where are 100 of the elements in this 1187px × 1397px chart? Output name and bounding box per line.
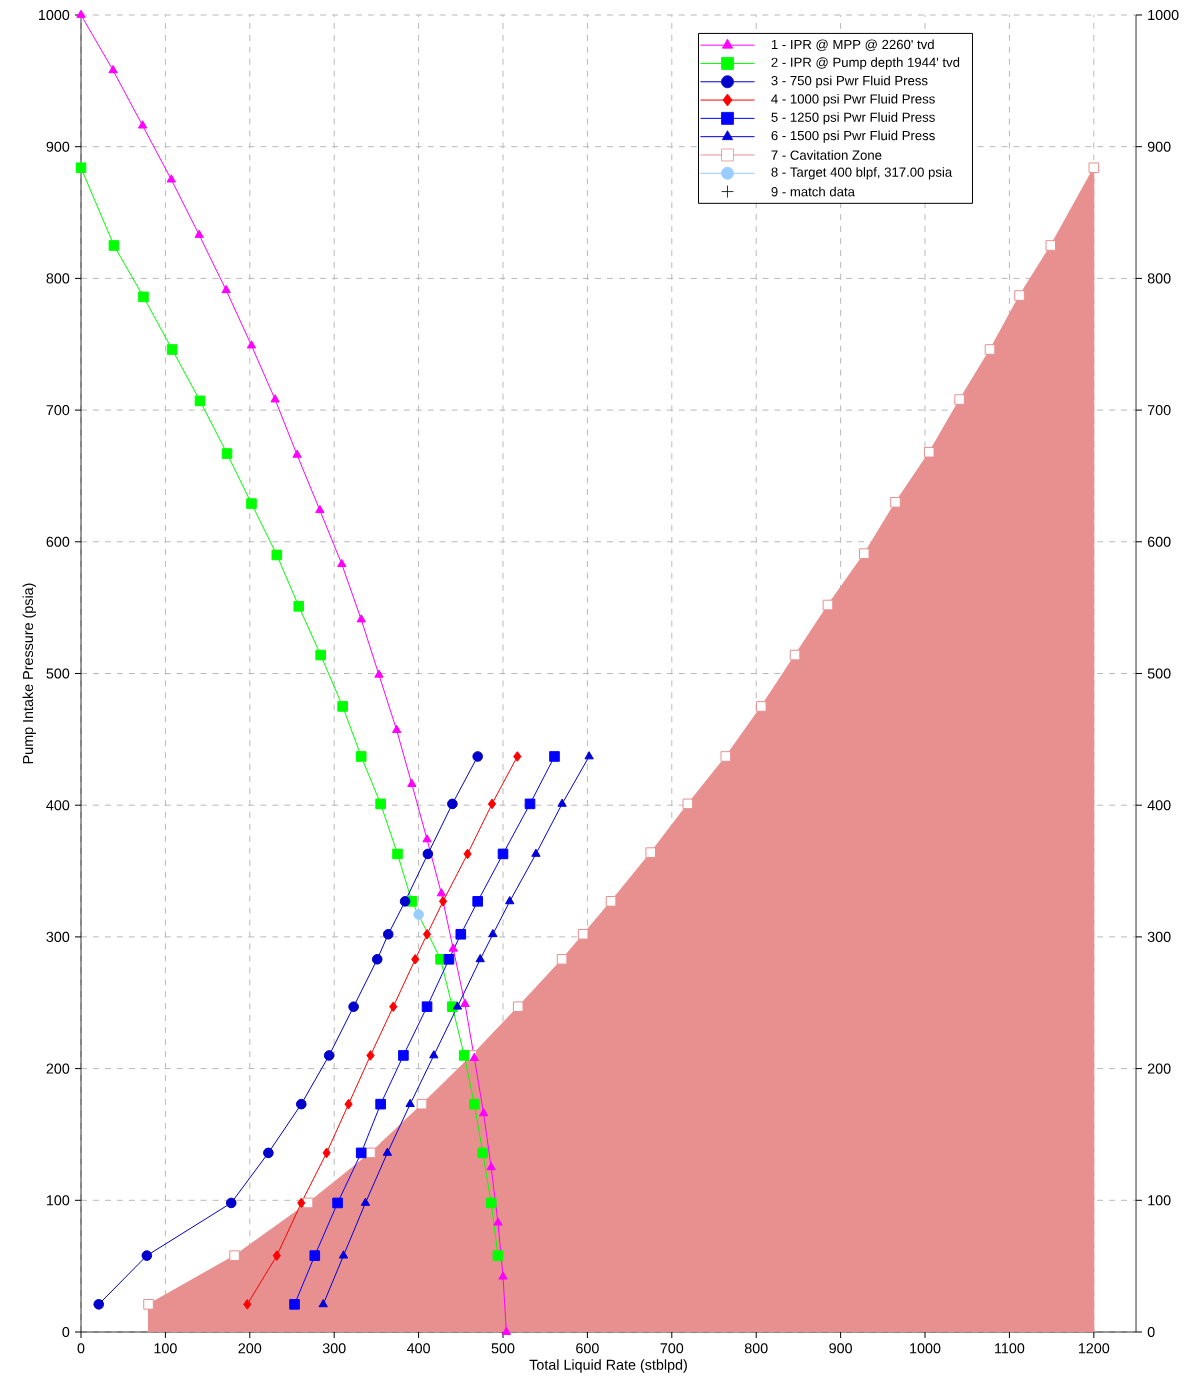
point: [143, 1299, 154, 1310]
point: [272, 1250, 281, 1261]
point: [405, 1098, 415, 1108]
point: [557, 798, 567, 807]
point: [469, 1098, 480, 1110]
point: [429, 1050, 439, 1059]
point: [720, 751, 732, 762]
point: [421, 1001, 433, 1012]
point: [923, 446, 935, 458]
point: [392, 848, 403, 860]
point: [486, 1162, 496, 1171]
point: [501, 1326, 512, 1335]
legend-label: 8 - Target 400 blpf, 317.00 psia: [771, 167, 953, 180]
x-tick-label: 800: [744, 1343, 768, 1354]
x-tick-label: 1200: [1078, 1343, 1110, 1354]
point: [443, 953, 455, 965]
point: [448, 943, 458, 952]
point: [194, 229, 204, 238]
point: [76, 9, 86, 18]
point: [455, 928, 467, 940]
point: [407, 778, 417, 788]
point: [413, 909, 424, 920]
y2-tick-label: 800: [1147, 273, 1171, 284]
y2-tick-label: 400: [1147, 800, 1171, 811]
point: [447, 798, 458, 810]
point: [360, 1197, 371, 1206]
point: [954, 394, 965, 405]
point: [392, 724, 402, 734]
point: [531, 848, 541, 857]
point: [505, 896, 515, 905]
y2-tick-label: 1000: [1148, 9, 1179, 21]
point: [75, 162, 87, 174]
point: [398, 1050, 409, 1061]
point: [460, 998, 470, 1007]
point: [348, 1001, 359, 1012]
point: [478, 1108, 489, 1117]
point: [166, 174, 176, 183]
point: [389, 1001, 398, 1012]
point: [645, 847, 657, 858]
point: [293, 601, 305, 612]
point: [458, 1050, 470, 1061]
legend-label: 4 - 1000 psi Pwr Fluid Press: [771, 93, 935, 107]
point: [422, 834, 432, 843]
point: [344, 1098, 353, 1110]
point: [438, 896, 448, 907]
point: [302, 1197, 314, 1209]
point: [194, 395, 206, 407]
point: [463, 848, 472, 860]
point: [243, 1299, 252, 1310]
y-tick-label: 700: [46, 405, 70, 416]
y-tick-label: 0: [62, 1326, 70, 1338]
point: [487, 798, 497, 810]
point: [498, 1271, 508, 1280]
point: [577, 928, 589, 940]
point: [246, 498, 257, 509]
point: [221, 284, 231, 294]
point: [472, 896, 483, 907]
point: [137, 120, 148, 129]
point: [1045, 240, 1057, 251]
x-tick-label: 100: [154, 1343, 177, 1354]
point: [485, 1197, 497, 1209]
x-tick-label: 700: [660, 1343, 684, 1354]
point: [229, 1250, 240, 1261]
point: [315, 649, 326, 661]
y2-tick-label: 600: [1147, 536, 1171, 547]
legend-label: 9 - match data: [771, 186, 855, 197]
y-tick-label: 400: [46, 800, 70, 811]
point: [472, 751, 483, 762]
y-tick-label: 300: [46, 931, 70, 942]
point: [338, 1250, 349, 1259]
y2-tick-label: 700: [1147, 405, 1171, 416]
point: [524, 798, 536, 810]
point: [789, 649, 801, 661]
point: [270, 394, 280, 403]
point: [297, 1197, 306, 1209]
y-tick-label: 800: [46, 273, 70, 284]
x-tick-label: 1000: [910, 1343, 941, 1354]
point: [263, 1147, 274, 1159]
x-tick-label: 1100: [995, 1343, 1025, 1354]
point: [93, 1299, 105, 1310]
point: [493, 1217, 503, 1226]
legend-label: 5 - 1250 psi Pwr Fluid Press: [771, 112, 935, 125]
legend-label: 1 - IPR @ MPP @ 2260' tvd: [771, 39, 934, 51]
point: [422, 928, 432, 940]
y2-tick-label: 900: [1147, 141, 1171, 152]
legend-label: 6 - 1500 psi Pwr Fluid Press: [771, 130, 935, 143]
legend-label: 3 - 750 psi Pwr Fluid Press: [771, 75, 928, 88]
point: [271, 549, 283, 561]
point: [605, 896, 617, 907]
point: [584, 751, 594, 760]
point: [337, 558, 347, 568]
point: [477, 1147, 489, 1159]
point: [984, 344, 996, 355]
point: [492, 1250, 504, 1261]
point: [365, 1147, 376, 1159]
point: [512, 1001, 524, 1012]
x-tick-label: 0: [77, 1343, 85, 1354]
point: [399, 896, 411, 907]
point: [108, 240, 120, 251]
y-tick-label: 200: [46, 1063, 70, 1074]
